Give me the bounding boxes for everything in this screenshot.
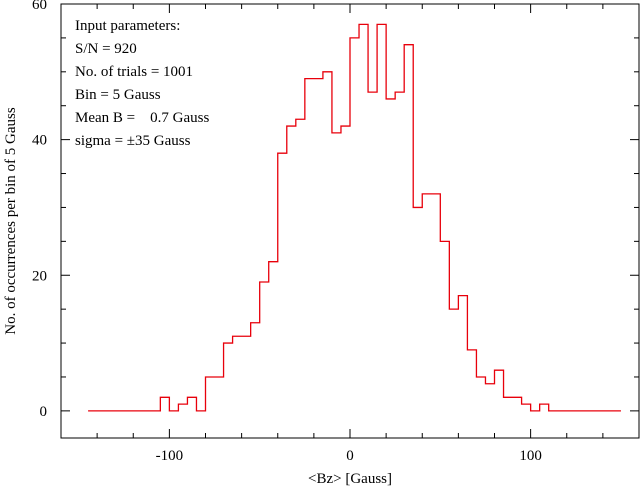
x-tick-label: 100 xyxy=(519,448,542,464)
annotation-line: S/N = 920 xyxy=(75,41,137,57)
x-tick-label: 0 xyxy=(346,448,354,464)
annotation-line: Input parameters: xyxy=(75,18,180,34)
y-tick-label: 40 xyxy=(32,133,47,149)
annotation-line: Bin = 5 Gauss xyxy=(75,87,161,103)
y-tick-label: 20 xyxy=(32,268,47,284)
y-tick-label: 0 xyxy=(40,404,48,420)
y-axis-label: No. of occurrences per bin of 5 Gauss xyxy=(3,107,19,335)
annotation-line: sigma = ±35 Gauss xyxy=(75,133,191,149)
x-tick-label: -100 xyxy=(156,448,184,464)
axis-tick-labels: -100 0 100 0 20 40 60 xyxy=(32,0,542,464)
y-tick-label: 60 xyxy=(32,0,47,13)
annotation-line: Mean B = 0.7 Gauss xyxy=(75,110,209,126)
axis-ticks xyxy=(61,3,639,438)
annotation-line: No. of trials = 1001 xyxy=(75,64,193,80)
input-parameters-box: Input parameters: S/N = 920 No. of trials … xyxy=(75,18,209,149)
x-axis-label: <Bz> [Gauss] xyxy=(308,471,392,487)
histogram-line xyxy=(88,23,621,412)
